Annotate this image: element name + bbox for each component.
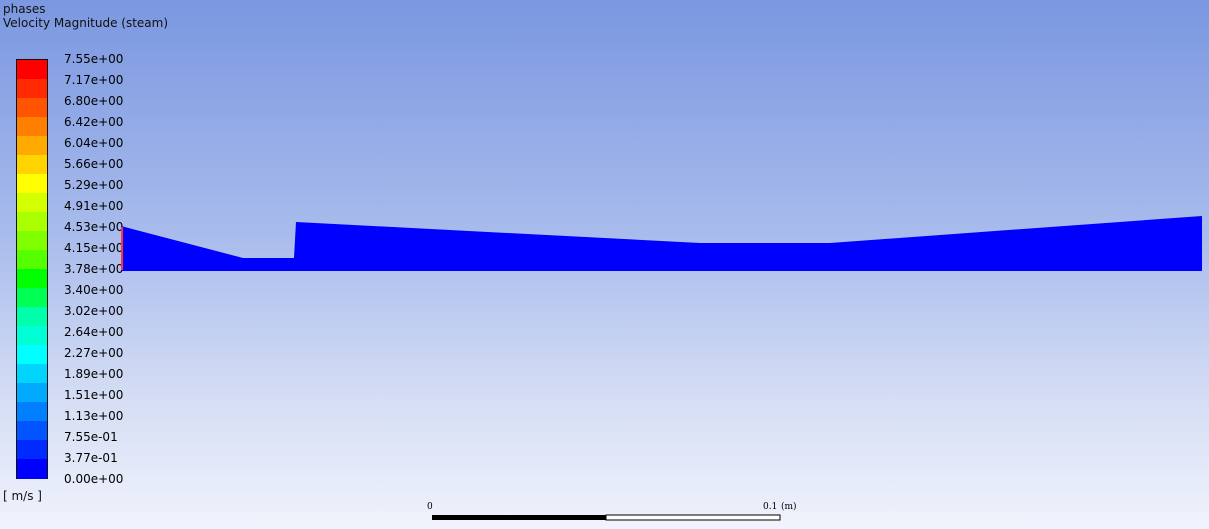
legend-color-band [17,269,47,289]
legend-tick-label: 6.42e+00 [64,115,124,129]
legend-tick-label: 3.02e+00 [64,304,124,318]
legend-color-band [17,79,47,99]
legend-color-band [17,136,47,156]
legend-tick-label: 3.78e+00 [64,262,124,276]
legend-color-band [17,231,47,251]
legend-tick-label: 2.27e+00 [64,346,124,360]
legend-tick-label: 1.13e+00 [64,409,124,423]
legend-color-band [17,345,47,365]
legend-color-band [17,98,47,118]
legend-tick-label: 1.89e+00 [64,367,124,381]
legend-color-band [17,383,47,403]
legend-color-band [17,117,47,137]
legend-color-band [17,155,47,175]
legend-tick-label: 6.80e+00 [64,94,124,108]
plot-title-line1: phases [3,2,46,16]
legend-tick-label: 1.51e+00 [64,388,124,402]
legend-units: [ m/s ] [3,489,42,503]
legend-tick-label: 7.17e+00 [64,73,124,87]
legend-tick-label: 2.64e+00 [64,325,124,339]
legend-color-band [17,193,47,213]
legend-tick-label: 3.40e+00 [64,283,124,297]
flow-domain-region [121,216,1202,271]
legend-tick-label: 4.53e+00 [64,220,124,234]
legend-color-band [17,326,47,346]
plot-title-line2: Velocity Magnitude (steam) [3,16,169,30]
legend-tick-label: 4.15e+00 [64,241,124,255]
legend-tick-label: 6.04e+00 [64,136,124,150]
legend-color-band [17,459,47,479]
legend-color-band [17,402,47,422]
legend-tick-label: 5.29e+00 [64,178,124,192]
legend-color-band [17,421,47,441]
legend-color-band [17,174,47,194]
legend-tick-label: 7.55e+00 [64,52,124,66]
legend-tick-label: 3.77e-01 [64,451,118,465]
legend-color-band [17,288,47,308]
legend-tick-label: 0.00e+00 [64,472,124,486]
legend-tick-label: 4.91e+00 [64,199,124,213]
legend-color-band [17,307,47,327]
legend-tick-label: 7.55e-01 [64,430,118,444]
legend-color-band [17,250,47,270]
color-legend-bar [16,59,48,479]
legend-color-band [17,440,47,460]
legend-color-band [17,364,47,384]
legend-color-band [17,60,47,80]
legend-color-band [17,212,47,232]
legend-tick-label: 5.66e+00 [64,157,124,171]
